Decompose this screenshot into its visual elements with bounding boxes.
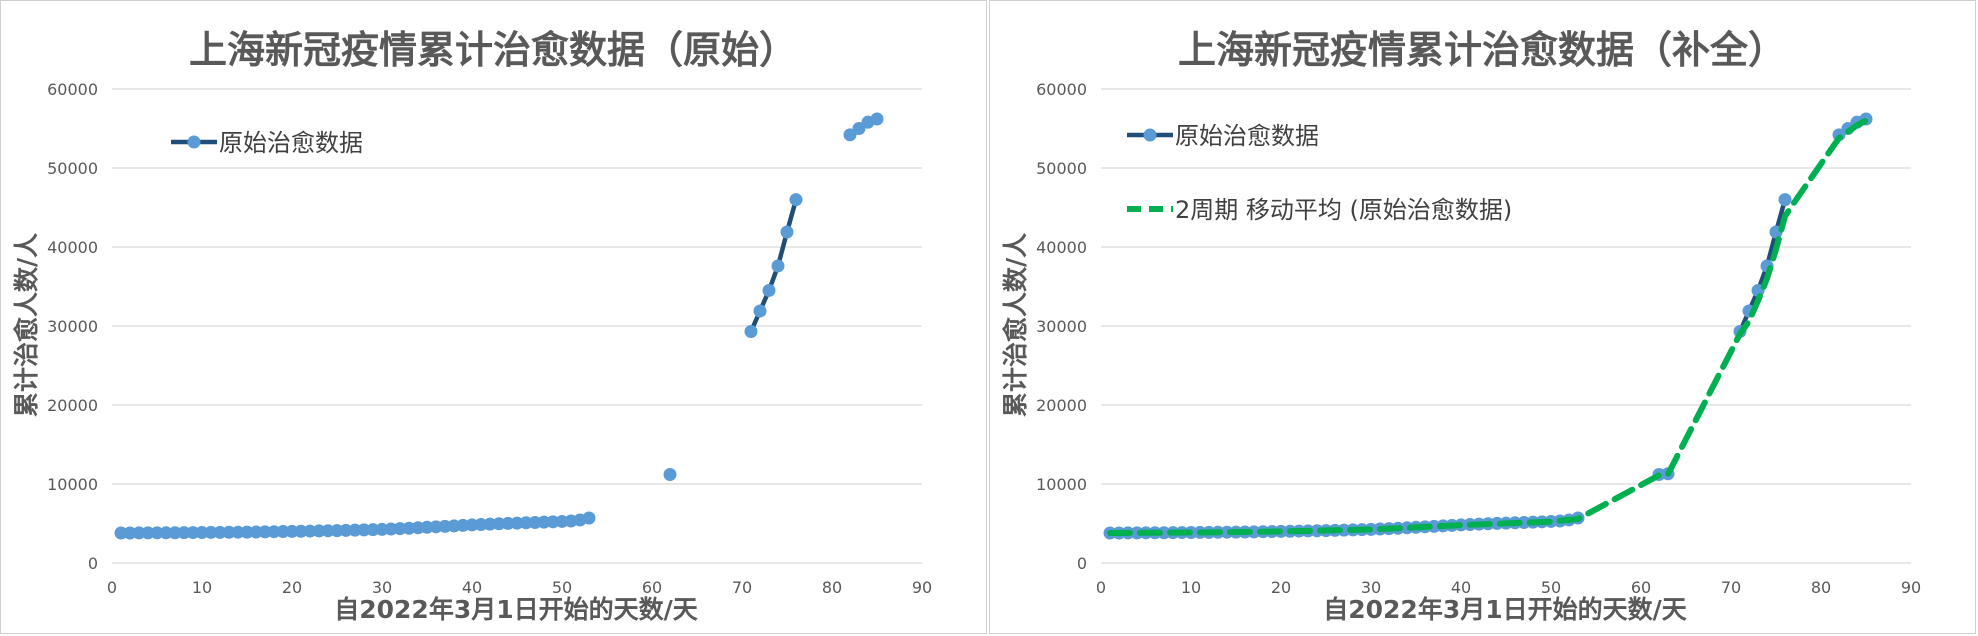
x-tick-label: 80 [822,578,842,597]
y-tick-label: 50000 [47,159,98,178]
x-tick-label: 10 [1181,578,1201,597]
x-tick-label: 30 [372,578,392,597]
data-point [1778,193,1792,207]
data-point [663,468,677,482]
chart-title: 上海新冠疫情累计治愈数据（补全） [1178,28,1786,72]
x-axis-title: 自2022年3月1日开始的天数/天 [1323,595,1687,624]
y-axis-title: 累计治愈人数/人 [12,233,41,417]
x-tick-label: 20 [1271,578,1291,597]
gridlines [112,88,922,564]
data-point [159,526,173,540]
x-tick-label: 50 [1541,578,1561,597]
data-point [195,526,209,540]
y-tick-label: 50000 [1036,159,1087,178]
legend-marker [187,135,201,149]
data-point [132,526,146,540]
x-tick-label: 70 [1721,578,1741,597]
data-point [870,112,884,126]
x-tick-label: 50 [552,578,572,597]
data-point [582,511,596,525]
data-point [258,525,272,539]
legend-label: 原始治愈数据 [1175,122,1319,150]
data-point [141,526,155,540]
chart-panel-original: 上海新冠疫情累计治愈数据（原始） 自2022年3月1日开始的天数/天 累计治愈人… [0,0,987,634]
legend-label: 原始治愈数据 [219,129,363,157]
y-tick-label: 60000 [47,80,98,99]
y-axis-title: 累计治愈人数/人 [1001,233,1030,417]
legend-label: 2周期 移动平均 (原始治愈数据) [1175,196,1512,224]
data-point [168,526,182,540]
plot-area [1103,112,1873,540]
data-point [843,128,857,142]
data-point [240,525,254,539]
x-tick-label: 0 [1096,578,1106,597]
x-tick-label: 30 [1361,578,1381,597]
data-point [294,524,308,538]
legend-item: 原始治愈数据 [171,129,363,157]
data-point [762,283,776,297]
data-point [285,524,299,538]
chart-panel-completed: 上海新冠疫情累计治愈数据（补全） 自2022年3月1日开始的天数/天 累计治愈人… [989,0,1976,634]
data-point [276,525,290,539]
data-point [249,525,263,539]
legend-marker [1143,128,1157,142]
data-point [1247,525,1261,539]
y-tick-label: 0 [88,554,98,573]
data-point [186,526,200,540]
data-point [303,524,317,538]
data-point [312,524,326,538]
axis-ticks: 0 10000 20000 30000 40000 50000 60000 0 10 20 30 40… [1036,80,1921,597]
data-point [753,304,767,318]
x-tick-label: 70 [732,578,752,597]
axis-ticks: 0 10000 20000 30000 40000 50000 60000 0 10 20 30 40… [47,80,932,597]
data-point [123,526,137,540]
data-point [267,525,281,539]
legend-item: 2周期 移动平均 (原始治愈数据) [1127,196,1512,224]
chart-title: 上海新冠疫情累计治愈数据（原始） [189,28,797,72]
moving-average-line [1107,117,1869,536]
x-tick-label: 0 [107,578,117,597]
data-point [204,525,218,539]
data-point [213,525,227,539]
data-point [780,225,794,239]
x-tick-label: 80 [1811,578,1831,597]
data-point [222,525,236,539]
y-tick-label: 10000 [47,475,98,494]
legend-item: 原始治愈数据 [1127,122,1319,150]
y-tick-label: 40000 [1036,238,1087,257]
x-tick-label: 20 [282,578,302,597]
x-tick-label: 40 [1451,578,1471,597]
data-point [771,259,785,273]
gridlines [1101,88,1911,564]
plot-area [114,112,884,540]
data-point [789,193,803,207]
x-axis-title: 自2022年3月1日开始的天数/天 [334,595,698,624]
y-tick-label: 20000 [1036,396,1087,415]
x-tick-label: 60 [642,578,662,597]
y-tick-label: 20000 [47,396,98,415]
data-point [744,325,758,339]
chart-completed: 上海新冠疫情累计治愈数据（补全） 自2022年3月1日开始的天数/天 累计治愈人… [1001,28,1921,624]
y-tick-label: 30000 [1036,317,1087,336]
legend: 原始治愈数据 [171,129,363,157]
data-point [852,122,866,135]
x-tick-label: 90 [912,578,932,597]
y-tick-label: 30000 [47,317,98,336]
x-tick-label: 90 [1901,578,1921,597]
y-tick-label: 40000 [47,238,98,257]
legend: 原始治愈数据 2周期 移动平均 (原始治愈数据) [1127,122,1512,224]
y-tick-label: 10000 [1036,475,1087,494]
y-tick-label: 60000 [1036,80,1087,99]
data-point [177,526,191,540]
data-point [321,524,335,538]
data-point [114,526,128,540]
x-tick-label: 10 [192,578,212,597]
data-point [150,526,164,540]
chart-original: 上海新冠疫情累计治愈数据（原始） 自2022年3月1日开始的天数/天 累计治愈人… [12,28,932,624]
y-tick-label: 0 [1077,554,1087,573]
x-tick-label: 60 [1631,578,1651,597]
data-point [231,525,245,539]
x-tick-label: 40 [462,578,482,597]
data-point [1157,526,1171,540]
